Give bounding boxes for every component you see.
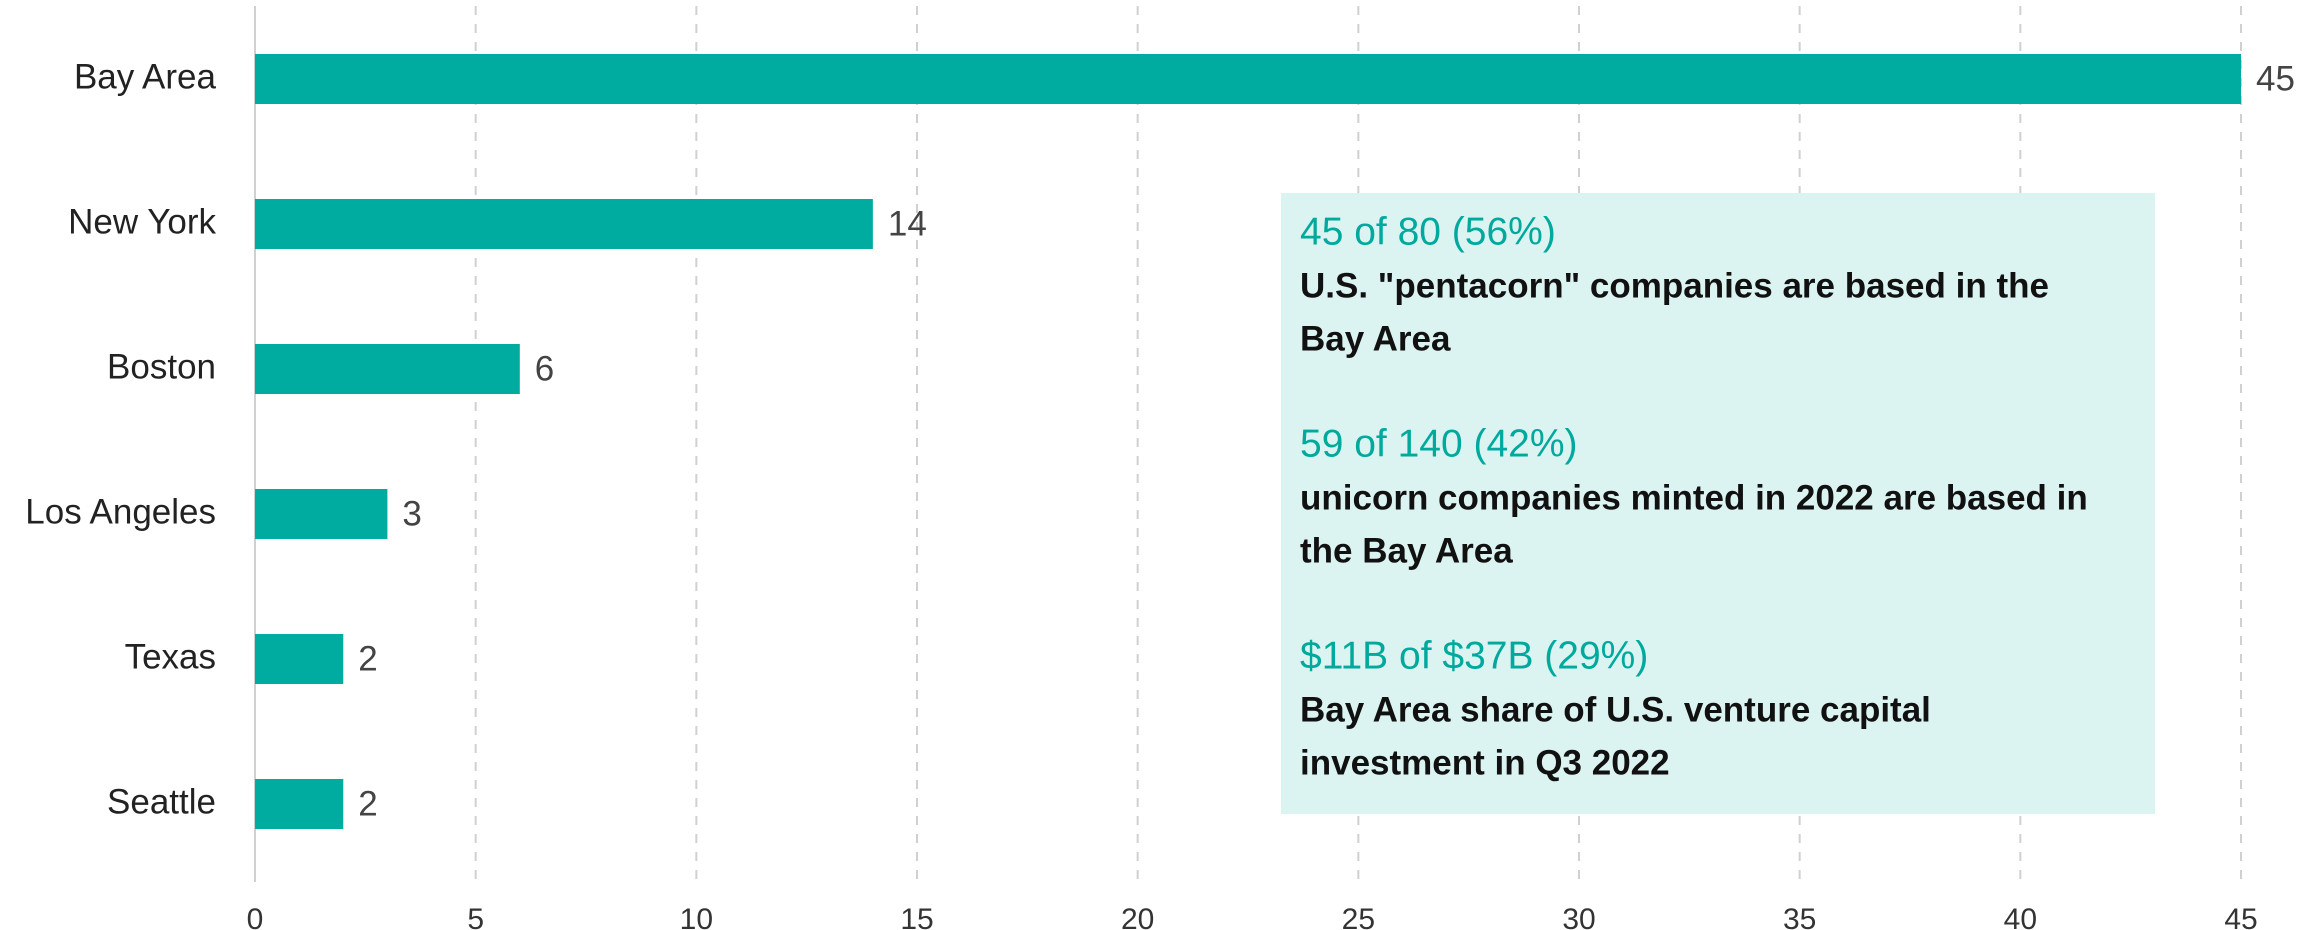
category-label: Los Angeles (25, 492, 216, 531)
annotation-headline: 45 of 80 (56%) (1300, 210, 1556, 253)
annotation-box (1281, 193, 2155, 814)
bar (255, 54, 2241, 104)
annotation-text: Bay Area (1300, 319, 1451, 358)
annotation-text: U.S. "pentacorn" companies are based in … (1300, 266, 2049, 305)
category-label: Seattle (107, 782, 216, 821)
annotation-headline: 59 of 140 (42%) (1300, 422, 1578, 465)
value-label: 45 (2256, 59, 2295, 98)
bar (255, 489, 388, 539)
annotation-text: unicorn companies minted in 2022 are bas… (1300, 478, 2088, 517)
x-tick-label: 25 (1342, 903, 1375, 930)
x-tick-label: 40 (2004, 903, 2037, 930)
annotation-text: the Bay Area (1300, 531, 1513, 570)
x-tick-label: 15 (900, 903, 933, 930)
x-tick-label: 0 (247, 903, 264, 930)
x-tick-label: 45 (2224, 903, 2257, 930)
category-label: New York (68, 202, 216, 241)
bar (255, 634, 344, 684)
x-tick-label: 20 (1121, 903, 1154, 930)
bar (255, 344, 520, 394)
value-label: 14 (888, 204, 927, 243)
annotation-headline: $11B of $37B (29%) (1300, 634, 1648, 677)
x-tick-label: 35 (1783, 903, 1816, 930)
annotation-text: Bay Area share of U.S. venture capital (1300, 690, 1931, 729)
category-label: Bay Area (74, 57, 217, 96)
category-label: Texas (125, 637, 216, 676)
value-label: 2 (358, 639, 377, 678)
x-tick-label: 30 (1562, 903, 1595, 930)
bar (255, 199, 873, 249)
value-label: 6 (535, 349, 554, 388)
value-label: 2 (358, 784, 377, 823)
x-tick-label: 10 (680, 903, 713, 930)
bar (255, 779, 344, 829)
category-label: Boston (107, 347, 216, 386)
x-tick-label: 5 (467, 903, 484, 930)
annotation-text: investment in Q3 2022 (1300, 743, 1670, 782)
value-label: 3 (402, 494, 421, 533)
